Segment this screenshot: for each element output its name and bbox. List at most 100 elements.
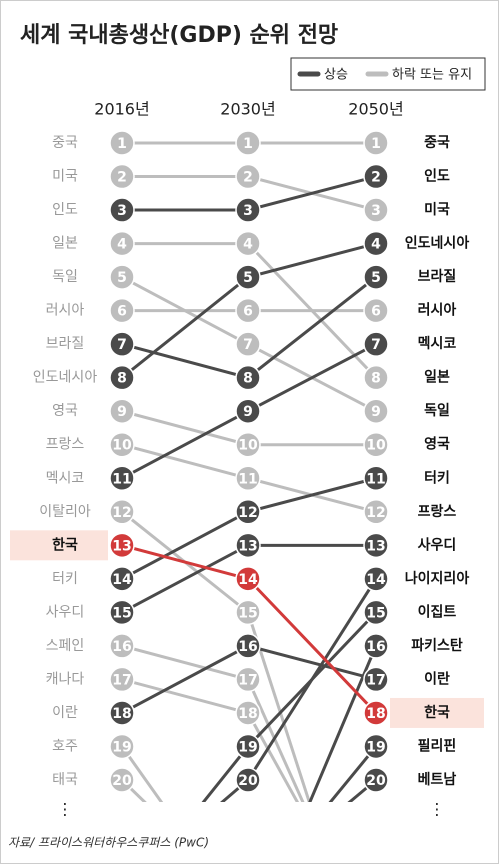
- rank-number: 8: [117, 371, 127, 387]
- rank-number: 19: [112, 739, 131, 755]
- rank-dot: [235, 499, 261, 525]
- rank-dot: [235, 733, 261, 760]
- rank-number: 9: [117, 404, 127, 420]
- start-country: 멕시코: [46, 470, 85, 486]
- end-country: 사우디: [418, 537, 457, 553]
- start-country: 이란: [52, 705, 78, 721]
- rank-dot: [363, 566, 389, 592]
- rank-dot: [235, 532, 261, 559]
- start-country: 러시아: [46, 303, 85, 319]
- rank-dot: [235, 398, 261, 424]
- highlight-band: [10, 530, 108, 561]
- rank-number: 7: [117, 337, 127, 353]
- rank-dot: [235, 431, 261, 458]
- rank-dot: [235, 130, 261, 156]
- rank-number: 6: [117, 304, 127, 320]
- rank-number: 2: [243, 170, 253, 186]
- rank-number: 18: [366, 706, 385, 722]
- start-country: 캐나다: [46, 671, 85, 687]
- rank-number: 2: [371, 170, 381, 186]
- rank-dot: [235, 197, 261, 223]
- rank-dot: [109, 163, 135, 190]
- rank-dot: [363, 532, 389, 559]
- rank-dot: [235, 633, 261, 659]
- rank-dot: [109, 130, 135, 156]
- start-country: 인도: [52, 202, 78, 218]
- end-country: 인도: [424, 168, 450, 185]
- rank-dot: [109, 297, 135, 324]
- rank-dot: [363, 700, 389, 726]
- end-country: 프랑스: [418, 504, 457, 520]
- rank-number: 3: [371, 203, 381, 219]
- off-chart-line: [120, 778, 147, 802]
- rank-number: 16: [238, 639, 257, 655]
- rank-number: 8: [243, 371, 253, 387]
- rank-dot: [109, 767, 135, 793]
- rank-dot: [109, 331, 135, 357]
- end-country: 멕시코: [418, 335, 457, 352]
- source: 자료/ 프라이스워터하우스쿠퍼스 (PwC): [8, 836, 209, 850]
- start-country: 브라질: [46, 336, 85, 352]
- rank-number: 11: [112, 471, 131, 487]
- end-country: 독일: [424, 403, 450, 419]
- start-country: 일본: [52, 236, 78, 252]
- rank-number: 17: [238, 672, 257, 688]
- rank-dot: [235, 230, 261, 257]
- off-chart-line: [220, 778, 249, 802]
- rank-dot: [363, 767, 389, 793]
- end-country: 브라질: [418, 269, 457, 285]
- rank-number: 13: [238, 538, 257, 554]
- rank-number: 13: [366, 538, 385, 554]
- end-country: 터키: [424, 470, 450, 486]
- rank-dot: [109, 197, 135, 223]
- rank-dot: [363, 599, 389, 626]
- rank-number: 9: [371, 404, 381, 420]
- end-country: 이란: [424, 670, 450, 687]
- rank-number: 12: [238, 505, 257, 521]
- rank-number: 12: [112, 505, 131, 521]
- start-country: 프랑스: [46, 437, 85, 453]
- rank-dot: [235, 364, 261, 391]
- end-country: 중국: [424, 135, 450, 151]
- start-country: 영국: [52, 403, 78, 419]
- start-country: 독일: [52, 269, 78, 285]
- rank-dot: [363, 364, 389, 391]
- highlight-band: [390, 697, 484, 728]
- start-country: 사우디: [46, 604, 85, 620]
- rank-line: [246, 611, 378, 748]
- rank-number: 14: [112, 572, 132, 588]
- rank-dot: [235, 465, 261, 492]
- more-indicator: ⋮: [57, 800, 73, 819]
- off-chart-line: [201, 745, 250, 802]
- rank-dot: [363, 130, 389, 156]
- rank-number: 5: [371, 270, 381, 286]
- rank-number: 7: [371, 337, 381, 353]
- rank-line: [121, 677, 249, 715]
- rank-number: 10: [112, 438, 132, 454]
- rank-number: 16: [112, 639, 131, 655]
- rank-number: 18: [112, 706, 131, 722]
- rank-number: 17: [366, 672, 385, 688]
- rank-dot: [109, 532, 135, 559]
- off-chart-line: [328, 745, 378, 802]
- rank-number: 15: [366, 605, 385, 621]
- off-chart-line: [120, 745, 164, 802]
- rank-dot: [363, 297, 389, 324]
- rank-number: 11: [238, 471, 257, 487]
- rank-number: 5: [117, 270, 127, 286]
- off-chart-line: [246, 611, 311, 802]
- rank-dot: [235, 264, 261, 290]
- rank-number: 2: [117, 170, 127, 186]
- rank-dot: [363, 633, 389, 659]
- end-country: 미국: [424, 202, 450, 218]
- rank-dot: [109, 431, 135, 458]
- end-country: 러시아: [418, 302, 457, 319]
- legend-label: 상승: [324, 68, 348, 83]
- year-label: 2030년: [220, 100, 275, 119]
- rank-dot: [109, 700, 135, 726]
- rank-number: 5: [243, 270, 253, 286]
- start-country: 한국: [52, 537, 78, 553]
- rank-dot: [363, 264, 389, 290]
